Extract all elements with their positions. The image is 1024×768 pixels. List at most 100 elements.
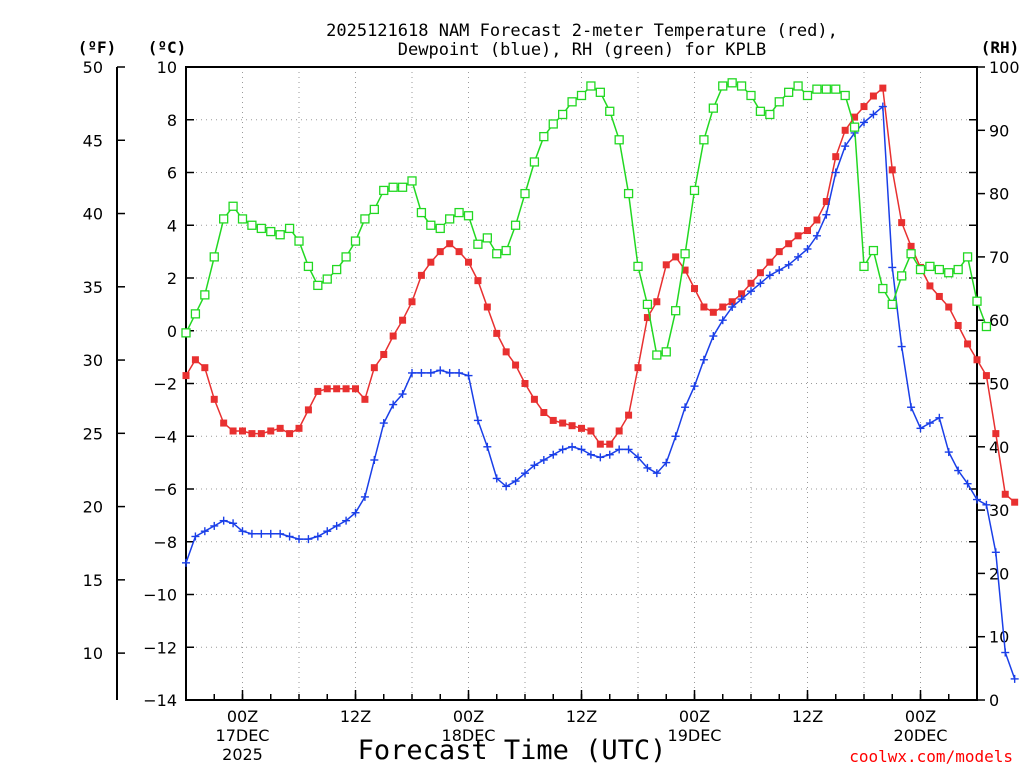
rh-point [369,204,379,215]
dewpoint-point [473,416,482,425]
fahrenheit-tick-label: 50 [83,58,103,77]
dewpoint-point [596,453,605,462]
temperature-point [587,427,595,435]
rh-point [237,214,248,224]
dewpoint-point [492,474,501,483]
dewpoint-point [445,368,454,377]
rh-point [868,245,879,256]
series-layer [181,78,1019,683]
dewpoint-point [756,279,765,288]
temperature-point [465,258,472,266]
rh-point [190,309,201,319]
temperature-point [813,216,821,224]
rh-point [680,249,690,259]
dewpoint-point [973,495,981,504]
rh-point [784,87,794,97]
rh-point [878,283,888,294]
rh-point [520,188,530,199]
rh-point [765,109,775,120]
temperature-point [276,424,284,432]
fahrenheit-tick-label: 25 [83,424,103,443]
temperature-point [559,419,567,427]
temperature-point [719,303,727,311]
rh-point [746,90,756,101]
rh-point [944,268,954,278]
x-tick-label: 12Z [792,707,823,726]
chart-title-line1: 2025121618 NAM Forecast 2-meter Temperat… [326,21,838,41]
dewpoint-point [907,403,916,412]
dewpoint-point [370,455,379,464]
dewpoint-point [803,244,812,253]
dewpoint-point [605,450,614,459]
rh-tick-label: 40 [989,438,1009,457]
temperature-point [540,409,548,417]
temperature-point [662,261,670,269]
temperature-point [389,332,397,340]
dewpoint-point [897,342,906,351]
dewpoint-point [219,516,228,525]
dewpoint-point [332,521,341,530]
temperature-point [295,424,303,432]
dewpoint-point [671,432,680,441]
temperature-point [982,372,990,380]
rh-point [379,185,389,196]
series-dewpoint [182,102,1019,683]
rh-point [840,90,850,101]
temperature-point [323,385,331,393]
temperature-point [606,440,614,448]
rh-point [219,214,229,224]
temperature-point [304,406,312,414]
temperature-point [964,340,972,348]
rh-point [228,201,238,211]
dewpoint-point [652,469,661,478]
rh-tick-label: 70 [989,248,1009,267]
dewpoint-point [586,450,595,459]
rh-point [482,233,492,243]
rh-point [492,249,502,259]
dewpoint-point [812,231,821,240]
rh-point [962,252,973,262]
rh-point [774,97,784,107]
temperature-point [568,422,576,430]
temperature-point [370,364,378,372]
x-tick-label: 00Z [905,707,936,726]
rh-point [558,109,568,120]
rh-point [831,84,841,94]
rh-point [247,220,257,230]
rh-point [708,103,718,113]
rh-point [689,185,700,196]
dewpoint-point [690,382,699,391]
dewpoint-point [257,529,266,538]
rh-point [633,261,643,272]
temperature-point [220,419,228,427]
dewpoint-point [1010,674,1019,683]
temperature-point [869,92,877,100]
temperature-point [728,298,736,306]
rh-point [652,350,662,360]
celsius-tick-label: −8 [153,533,177,552]
dewpoint-point [502,482,511,491]
temperature-point [446,240,454,248]
temperature-point [502,348,510,356]
temperature-point [578,424,585,432]
temperature-point [756,269,764,277]
temperature-point [493,329,501,337]
temperature-point [785,240,793,248]
x-tick-label: 00Z [227,707,258,726]
temperature-point [182,372,190,380]
celsius-tick-label: −10 [143,586,177,605]
dewpoint-point [822,210,831,219]
dewpoint-point [737,295,746,304]
temperature-line [185,86,1016,503]
x-tick-label: 12Z [566,707,597,726]
rh-tick-label: 50 [989,375,1009,394]
dewpoint-point [276,529,285,538]
celsius-unit-label: (ºC) [148,38,187,57]
rh-point [294,236,304,246]
credit-text: coolwx.com/models [849,747,1013,766]
dewpoint-point [615,445,624,454]
rh-point [463,211,474,221]
temperature-point [747,279,755,287]
axes: 1086420−2−4−6−8−10−12−145045403530252015… [83,58,1020,764]
